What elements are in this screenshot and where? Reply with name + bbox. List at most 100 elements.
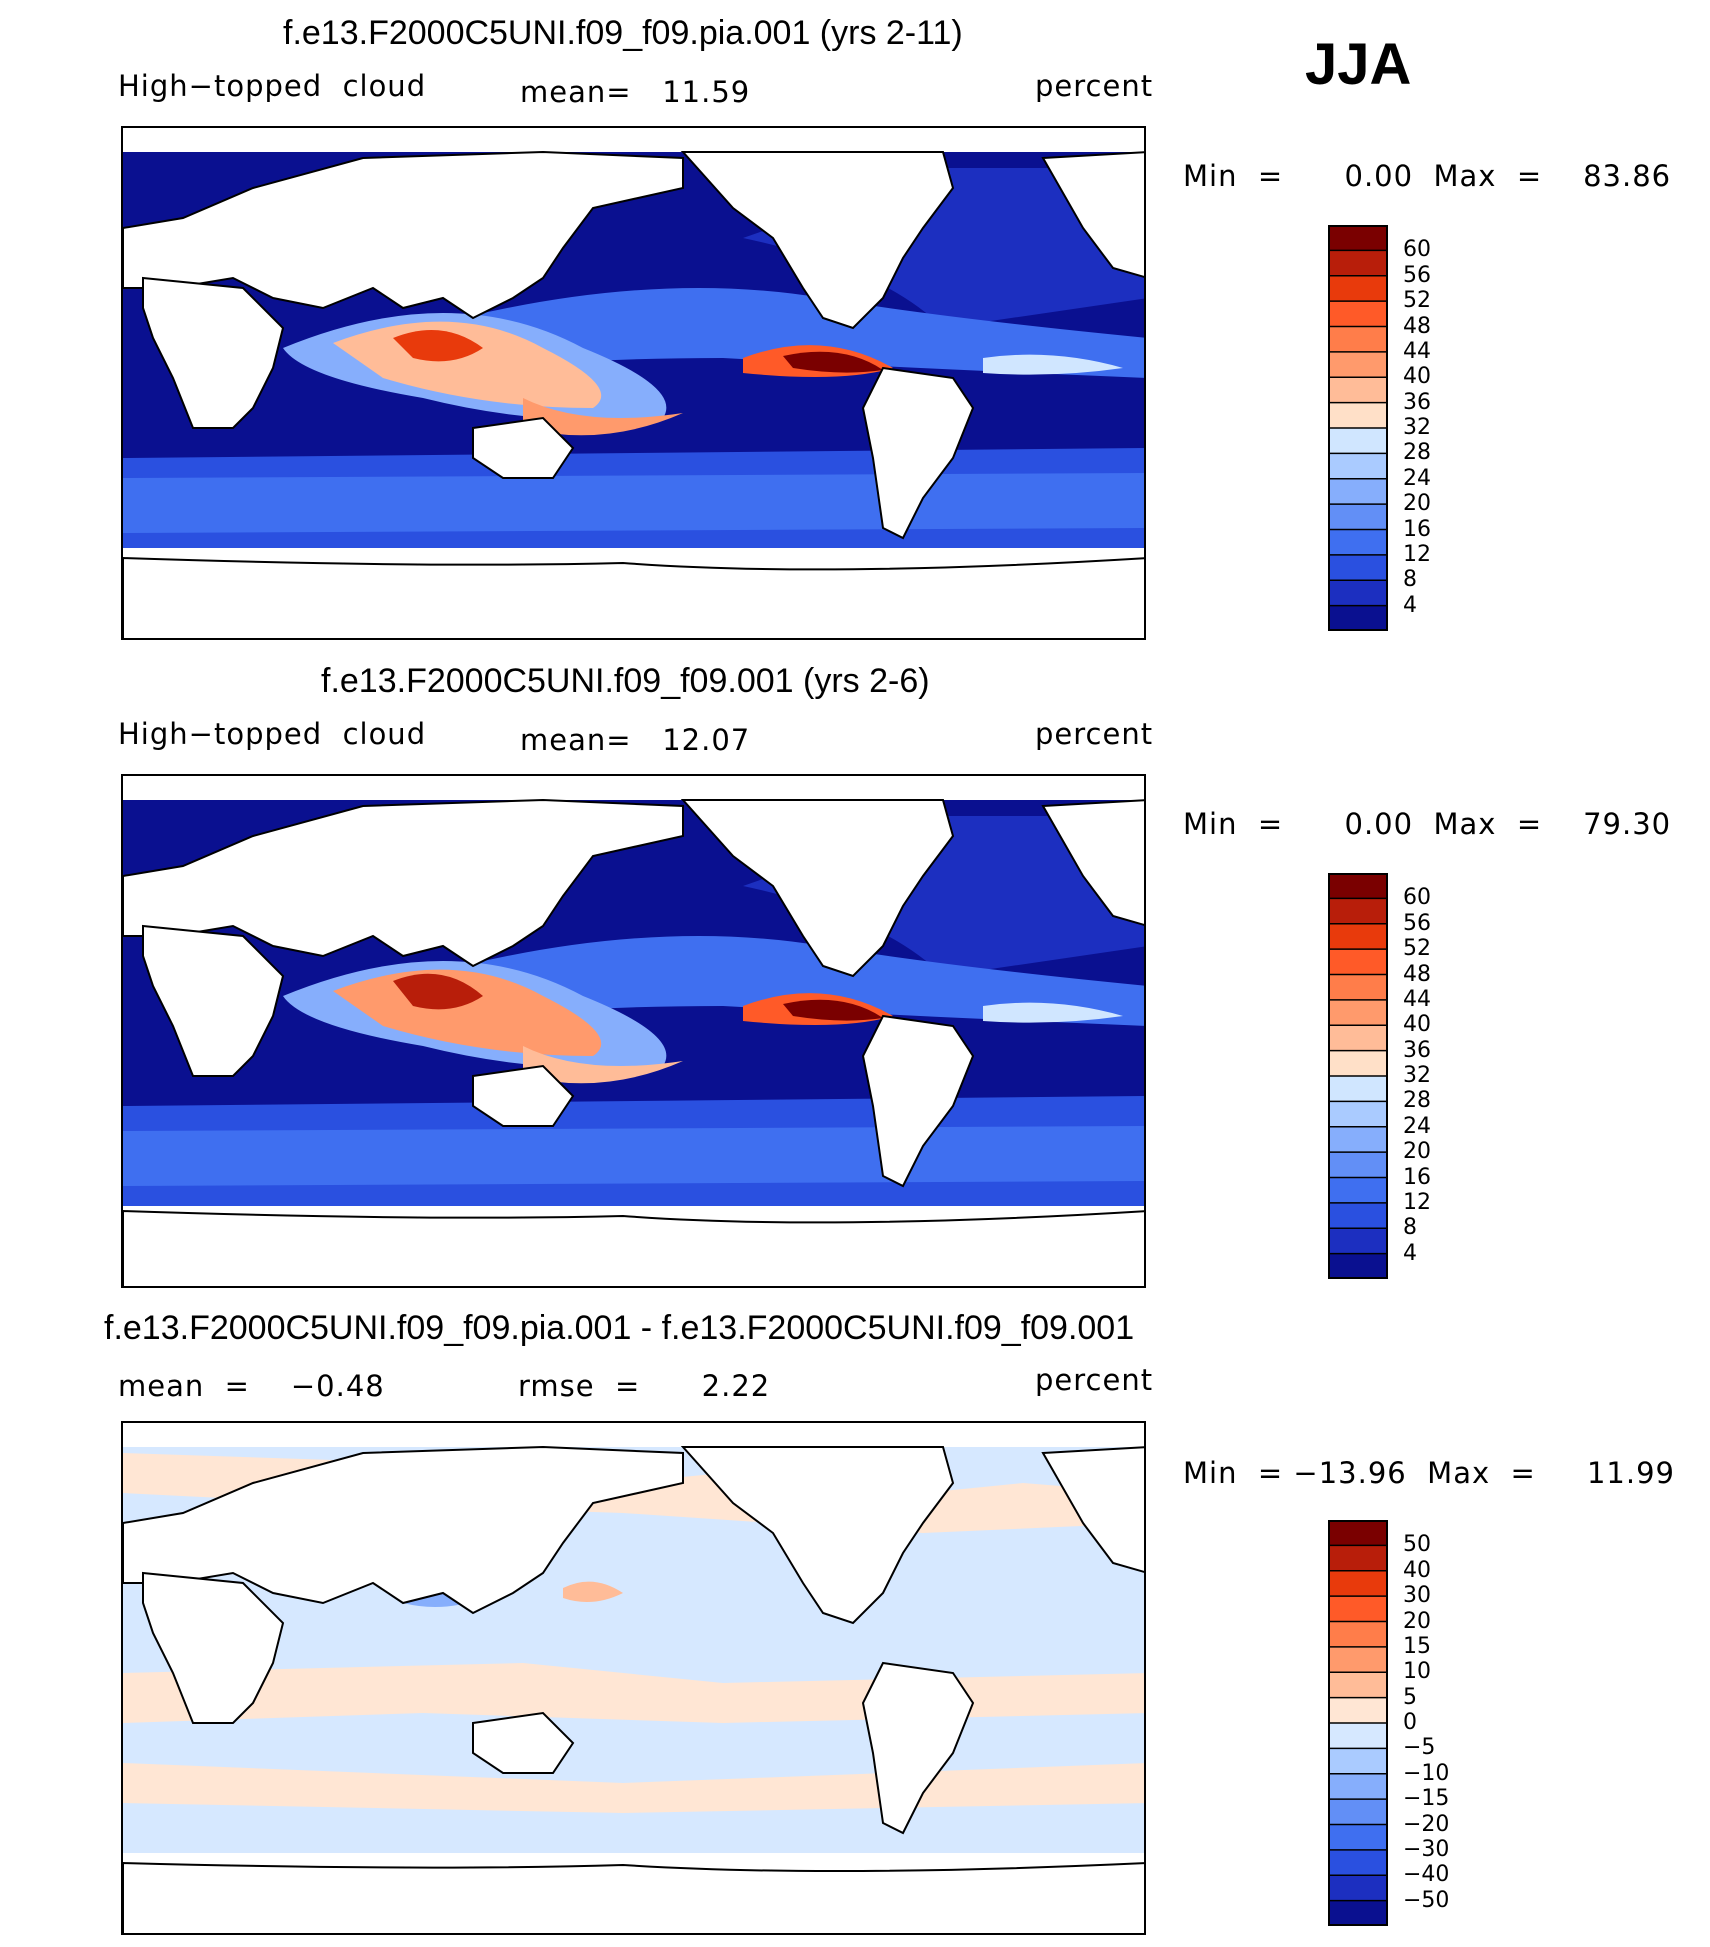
- antarctica: [123, 556, 1144, 638]
- panel-2-map-svg: [123, 776, 1144, 1286]
- warm-pool-max: [393, 973, 483, 1010]
- colorbar-swatch: [1328, 351, 1388, 378]
- colorbar-swatch: [1328, 1824, 1388, 1851]
- itcz-east-pacific-max: [783, 351, 883, 373]
- colorbar-tick-label: 48: [1403, 313, 1431, 339]
- colorbar-tick-label: 12: [1403, 541, 1431, 567]
- colorbar-tick-label: 40: [1403, 1012, 1431, 1038]
- panel-2-units-label: percent: [1035, 717, 1154, 751]
- colorbar-swatch: [1328, 504, 1388, 530]
- panel-2-map: [121, 774, 1146, 1288]
- australia: [472, 416, 575, 479]
- continents: [123, 150, 1144, 638]
- colorbar-tick-label: 16: [1403, 516, 1431, 542]
- colorbar-tick-label: 24: [1403, 1113, 1431, 1139]
- colorbar-frame: [1328, 873, 1388, 1279]
- colorbar-tick-label: 20: [1403, 1608, 1431, 1634]
- southern-ocean-band-inner: [123, 1126, 1144, 1186]
- colorbar-swatch: [1328, 529, 1388, 556]
- south-america: [861, 366, 975, 540]
- panel-3-title: f.e13.F2000C5UNI.f09_f09.pia.001 - f.e13…: [104, 1309, 1135, 1347]
- colorbar-swatch: [1328, 1520, 1388, 1546]
- colorbar-swatch: [1328, 605, 1388, 631]
- panel-2-mean-label: mean= 12.07: [520, 723, 751, 757]
- colorbar-tick-label: 50: [1403, 1532, 1431, 1558]
- spcz: [523, 1046, 683, 1084]
- colorbar-swatch: [1328, 1126, 1388, 1153]
- continents: [123, 1445, 1144, 1933]
- colorbar-tick-label: −15: [1403, 1786, 1450, 1812]
- colorbar-swatch: [1328, 1723, 1388, 1749]
- africa: [142, 276, 285, 429]
- warm-pool-core: [333, 969, 602, 1056]
- colorbar-swatch: [1328, 1697, 1388, 1724]
- colorbar-swatch: [1328, 478, 1388, 505]
- europe-east: [1041, 799, 1144, 926]
- colorbar-swatch: [1328, 1799, 1388, 1825]
- tropical-band: [423, 936, 1144, 1026]
- colorbar-tick-label: 12: [1403, 1189, 1431, 1215]
- colorbar-swatch: [1328, 1748, 1388, 1775]
- colorbar-tick-label: −10: [1403, 1760, 1450, 1786]
- positive-anomaly: [563, 1581, 623, 1602]
- panel-1-map-svg: [123, 128, 1144, 638]
- colorbar-tick-label: 15: [1403, 1633, 1431, 1659]
- colorbar-tick-label: 48: [1403, 961, 1431, 987]
- panel-1-mean-label: mean= 11.59: [520, 75, 751, 109]
- colorbar-tick-label: 30: [1403, 1583, 1431, 1609]
- season-label: JJA: [1305, 32, 1412, 97]
- colorbar-tick-label: 10: [1403, 1659, 1431, 1685]
- colorbar-swatch: [1328, 1773, 1388, 1800]
- antarctica: [123, 1209, 1144, 1286]
- colorbar-tick-label: 4: [1403, 592, 1417, 618]
- colorbar-swatch: [1328, 1101, 1388, 1128]
- colorbar-swatch: [1328, 923, 1388, 950]
- colorbar-tick-label: 8: [1403, 1215, 1417, 1241]
- panel-2-colorbar-svg: [1328, 873, 1388, 1279]
- colorbar-tick-label: 40: [1403, 364, 1431, 390]
- colorbar-tick-label: 56: [1403, 262, 1431, 288]
- antarctica: [123, 1861, 1144, 1933]
- eurasia: [123, 798, 684, 968]
- colorbar-swatch: [1328, 1253, 1388, 1279]
- colorbar-swatch: [1328, 1672, 1388, 1699]
- colorbar-tick-label: −5: [1403, 1735, 1436, 1761]
- panel-3-rmse-label: rmse = 2.22: [518, 1369, 771, 1403]
- panel-3-map: [121, 1421, 1146, 1935]
- colorbar-swatch: [1328, 1025, 1388, 1052]
- colorbar-swatch: [1328, 225, 1388, 251]
- colorbar-swatch: [1328, 580, 1388, 607]
- colorbar-swatch: [1328, 1076, 1388, 1102]
- colorbar-swatch: [1328, 301, 1388, 327]
- panel-2-minmax: Min = 0.00 Max = 79.30: [1183, 807, 1672, 841]
- colorbar-swatch: [1328, 949, 1388, 975]
- atlantic-itcz: [983, 354, 1123, 375]
- atlantic-itcz: [983, 1002, 1123, 1023]
- colorbar-swatch: [1328, 1596, 1388, 1622]
- colorbar-tick-label: 60: [1403, 237, 1431, 263]
- southern-ocean-band-inner: [123, 473, 1144, 533]
- panel-3-map-svg: [123, 1423, 1144, 1933]
- colorbar-swatch: [1328, 873, 1388, 899]
- colorbar-tick-label: 56: [1403, 910, 1431, 936]
- colorbar-tick-label: 20: [1403, 491, 1431, 517]
- colorbar-tick-label: 36: [1403, 389, 1431, 415]
- colorbar-tick-label: 8: [1403, 567, 1417, 593]
- colorbar-tick-label: 28: [1403, 440, 1431, 466]
- colorbar-tick-label: 24: [1403, 465, 1431, 491]
- colorbar-swatch: [1328, 1875, 1388, 1902]
- colorbar-tick-label: 5: [1403, 1684, 1417, 1710]
- panel-1-units-label: percent: [1035, 69, 1154, 103]
- eurasia: [123, 150, 684, 320]
- colorbar-swatch: [1328, 377, 1388, 404]
- north-america: [680, 1446, 955, 1625]
- south-america: [861, 1661, 975, 1835]
- colorbar-swatch: [1328, 974, 1388, 1001]
- colorbar-tick-label: 36: [1403, 1037, 1431, 1063]
- south-america: [861, 1014, 975, 1188]
- colorbar-tick-label: 16: [1403, 1164, 1431, 1190]
- colorbar-swatch: [1328, 898, 1388, 925]
- colorbar-tick-label: 60: [1403, 885, 1431, 911]
- eurasia: [123, 1445, 684, 1615]
- africa: [142, 1571, 285, 1724]
